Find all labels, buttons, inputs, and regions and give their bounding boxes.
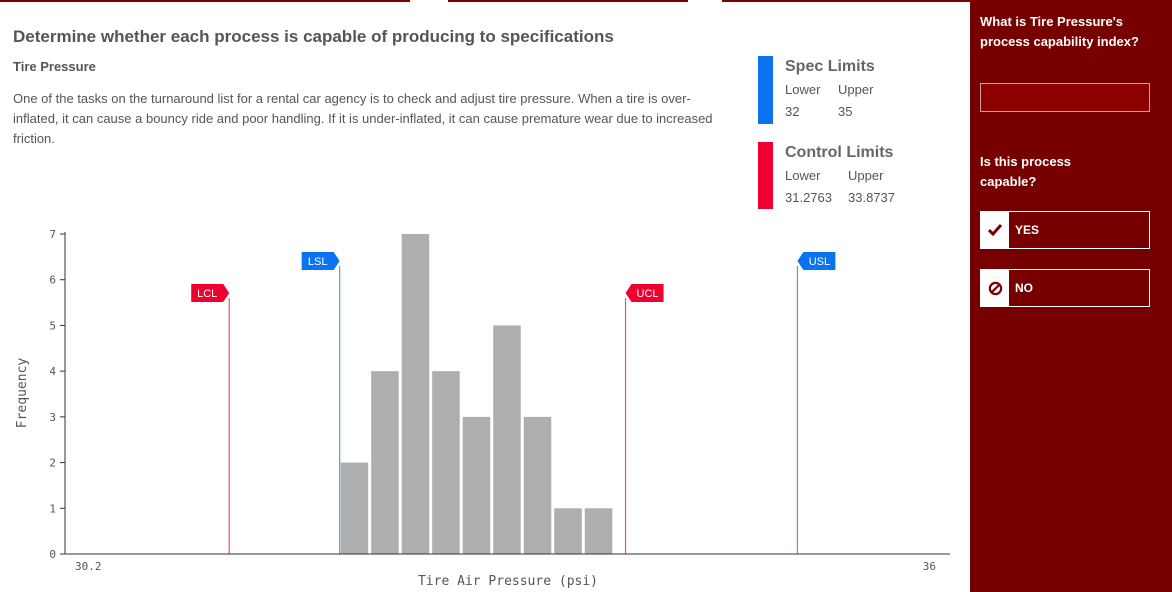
usl-label: USL <box>809 256 830 268</box>
control-limits-title: Control Limits <box>785 144 894 161</box>
spec-lower-label: Lower <box>785 82 821 97</box>
spec-limits-panel: Spec Limits Lower Upper 32 35 <box>758 56 948 124</box>
question-sidebar: What is Tire Pressure's process capabili… <box>970 0 1172 592</box>
no-button[interactable]: NO <box>980 269 1150 307</box>
page-title: Determine whether each process is capabl… <box>13 27 614 46</box>
histogram-bar <box>584 508 613 554</box>
top-bar-right <box>722 0 970 2</box>
control-lower-value: 31.2763 <box>785 190 832 205</box>
histogram-bar <box>401 234 430 554</box>
spec-limits-title: Spec Limits <box>785 58 875 75</box>
spec-limits-color-bar <box>758 56 773 124</box>
ucl-label: UCL <box>637 288 659 300</box>
histogram-bars <box>340 234 613 554</box>
lsl-label: LSL <box>308 256 328 268</box>
process-description: One of the tasks on the turnaround list … <box>13 91 713 146</box>
top-bar-middle <box>448 0 688 2</box>
y-tick-label: 6 <box>49 274 56 287</box>
control-upper-value: 33.8737 <box>848 190 895 205</box>
checkmark-icon <box>981 212 1009 248</box>
x-tick-label-min: 30.2 <box>75 560 102 573</box>
lsl-flag <box>301 252 340 270</box>
spec-lower-value: 32 <box>785 104 800 119</box>
control-upper-label: Upper <box>848 168 884 183</box>
y-axis-ticks: 0 1 2 3 4 5 6 7 <box>49 228 65 561</box>
yes-label: YES <box>1015 223 1040 237</box>
histogram-bar <box>371 371 399 554</box>
usl-flag <box>797 252 836 270</box>
y-tick-label: 7 <box>49 228 56 241</box>
no-label: NO <box>1015 281 1033 295</box>
spec-upper-label: Upper <box>838 82 874 97</box>
y-tick-label: 3 <box>49 411 56 424</box>
y-tick-label: 1 <box>49 502 56 515</box>
lcl-marker: LCL <box>191 284 230 554</box>
ucl-marker: UCL <box>624 284 664 554</box>
yes-button[interactable]: YES <box>980 211 1150 249</box>
limit-markers: LCL LSL UCL USL <box>191 252 836 554</box>
prohibited-icon <box>981 270 1009 306</box>
histogram-bar <box>340 462 369 554</box>
capability-index-question: What is Tire Pressure's process capabili… <box>980 14 1139 49</box>
histogram-bar <box>432 371 460 554</box>
usl-marker: USL <box>796 252 836 554</box>
histogram-bar <box>523 416 552 554</box>
x-axis-label: Tire Air Pressure (psi) <box>418 574 598 589</box>
y-tick-label: 5 <box>49 319 56 332</box>
histogram-chart: LCL LSL UCL USL 0 1 2 3 4 5 6 7 30.2 36 Tire Air P… <box>15 228 950 589</box>
y-tick-label: 4 <box>49 365 56 378</box>
process-name: Tire Pressure <box>13 59 96 74</box>
ucl-flag <box>625 284 664 302</box>
control-limits-panel: Control Limits Lower Upper 31.2763 33.87… <box>758 142 948 209</box>
lcl-flag <box>191 284 230 302</box>
lsl-marker: LSL <box>301 252 341 554</box>
y-tick-label: 2 <box>49 457 56 470</box>
histogram-bar <box>493 325 521 554</box>
y-tick-label: 0 <box>49 548 56 561</box>
top-bar-left <box>0 0 410 2</box>
control-lower-label: Lower <box>785 168 821 183</box>
y-axis-label: Frequency <box>15 358 30 429</box>
x-tick-label-max: 36 <box>923 560 936 573</box>
capability-index-input[interactable] <box>980 83 1150 112</box>
control-limits-color-bar <box>758 142 773 209</box>
histogram-bar <box>462 416 491 554</box>
capable-question: Is this process capable? <box>980 154 1072 189</box>
lcl-label: LCL <box>197 288 217 300</box>
spec-upper-value: 35 <box>838 104 853 119</box>
histogram-bar <box>554 508 582 554</box>
